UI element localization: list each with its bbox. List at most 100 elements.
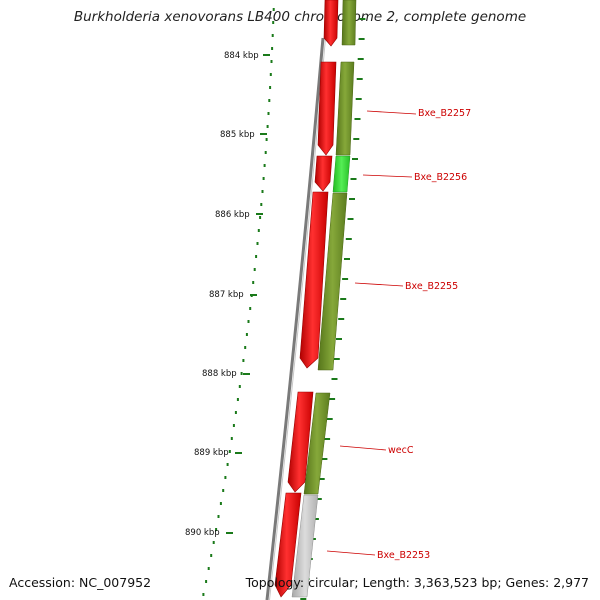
feature-block-gray bbox=[291, 494, 319, 598]
map-title: Burkholderia xenovorans LB400 chromosome… bbox=[73, 9, 527, 25]
scale-dot bbox=[252, 281, 255, 284]
scale-dot bbox=[240, 372, 243, 375]
gene-label-text[interactable]: Bxe_B2253 bbox=[377, 550, 430, 561]
scale-dot bbox=[255, 255, 258, 258]
scale-dot bbox=[217, 515, 220, 518]
feature-dash bbox=[321, 458, 328, 460]
scale-dot bbox=[264, 151, 267, 154]
feature-dash bbox=[357, 58, 364, 60]
scale-dot bbox=[226, 463, 229, 466]
feature-track bbox=[291, 0, 357, 598]
scale-dot bbox=[269, 73, 272, 76]
scale-dot bbox=[271, 34, 274, 37]
scale-dot bbox=[234, 411, 237, 414]
tick-label: 889 kbp bbox=[194, 448, 229, 458]
feature-dash bbox=[329, 398, 336, 400]
scale-dot bbox=[257, 229, 260, 232]
feature-dash bbox=[344, 258, 350, 260]
feature-dash bbox=[300, 598, 307, 600]
scale-dot bbox=[261, 190, 264, 193]
gene-label[interactable]: Bxe_B2255 bbox=[354, 281, 458, 292]
scale-dot bbox=[256, 242, 259, 245]
feature-block bbox=[317, 192, 348, 371]
leader-line bbox=[339, 445, 387, 451]
scale-ticks: 884 kbp 885 kbp 886 kbp 887 kbp 888 kbp … bbox=[185, 51, 270, 538]
feature-dash bbox=[338, 318, 345, 320]
scale-dots-track bbox=[202, 8, 275, 596]
feature-dash bbox=[340, 298, 347, 300]
scale-dot bbox=[215, 528, 218, 531]
gene-label-text[interactable]: Bxe_B2255 bbox=[405, 281, 458, 292]
tick-label: 885 kbp bbox=[220, 130, 255, 140]
feature-dash bbox=[326, 418, 333, 420]
feature-dash bbox=[345, 238, 352, 240]
scale-dot bbox=[259, 216, 262, 219]
leader-line bbox=[326, 550, 376, 556]
scale-dot bbox=[272, 21, 275, 24]
gene-label[interactable]: Bxe_B2257 bbox=[366, 108, 471, 119]
feature-dash bbox=[331, 378, 338, 380]
scale-tick: 884 kbp bbox=[224, 51, 270, 61]
feature-dash bbox=[350, 178, 357, 180]
scale-dot bbox=[262, 177, 265, 180]
scale-dot bbox=[272, 8, 275, 11]
scale-dot bbox=[219, 502, 222, 505]
gene-label-text[interactable]: Bxe_B2257 bbox=[418, 108, 471, 119]
scale-dot bbox=[266, 125, 269, 128]
scale-dot bbox=[260, 203, 263, 206]
tick-label: 887 kbp bbox=[209, 290, 244, 300]
scale-dot bbox=[269, 86, 272, 89]
scale-dot bbox=[238, 385, 241, 388]
tick-label: 890 kbp bbox=[185, 528, 220, 538]
backbone-arc bbox=[265, 37, 325, 600]
feature-dash bbox=[318, 478, 325, 480]
cds-arrow bbox=[287, 391, 314, 493]
gene-label[interactable]: Bxe_B2256 bbox=[362, 172, 467, 183]
scale-dot bbox=[230, 437, 233, 440]
scale-tick: 886 kbp bbox=[215, 210, 263, 220]
scale-tick: 888 kbp bbox=[202, 369, 250, 379]
scale-dot bbox=[232, 424, 235, 427]
scale-dot bbox=[249, 307, 252, 310]
leader-line bbox=[354, 282, 404, 287]
scale-tick: 887 kbp bbox=[209, 290, 257, 300]
tick-mark bbox=[235, 452, 242, 454]
feature-dash bbox=[342, 278, 349, 280]
scale-dot bbox=[212, 541, 215, 544]
feature-dash bbox=[336, 338, 342, 340]
cds-arrow bbox=[299, 191, 329, 369]
forward-cds-track bbox=[274, 0, 339, 598]
accession-text: Accession: NC_007952 bbox=[9, 575, 152, 590]
scale-dot bbox=[228, 450, 231, 453]
feature-dash bbox=[358, 38, 365, 40]
scale-dot bbox=[202, 593, 205, 596]
scale-dot bbox=[247, 320, 250, 323]
scale-dot bbox=[236, 398, 239, 401]
gene-label[interactable]: wecC bbox=[339, 445, 414, 456]
scale-dot bbox=[222, 489, 225, 492]
leader-line bbox=[362, 174, 413, 178]
scale-dot bbox=[242, 359, 245, 362]
tick-mark bbox=[226, 532, 233, 534]
leader-line bbox=[366, 110, 417, 115]
cds-arrow bbox=[317, 61, 337, 156]
feature-block-highlight bbox=[332, 155, 351, 193]
scale-dot bbox=[265, 138, 268, 141]
tick-mark bbox=[263, 54, 270, 56]
scale-dot bbox=[245, 333, 248, 336]
tick-label: 884 kbp bbox=[224, 51, 259, 61]
tick-mark bbox=[260, 133, 267, 135]
feature-dash bbox=[356, 78, 363, 80]
cds-arrow bbox=[274, 492, 302, 598]
scale-dot bbox=[253, 268, 256, 271]
feature-dash bbox=[324, 438, 331, 440]
cds-arrow bbox=[314, 155, 333, 192]
gene-label-text[interactable]: wecC bbox=[388, 445, 414, 456]
gene-label[interactable]: Bxe_B2253 bbox=[326, 550, 430, 561]
gene-label-text[interactable]: Bxe_B2256 bbox=[414, 172, 467, 183]
tick-mark bbox=[250, 294, 257, 296]
scale-tick: 885 kbp bbox=[220, 130, 267, 140]
feature-dash bbox=[354, 118, 361, 120]
scale-dot bbox=[205, 580, 208, 583]
